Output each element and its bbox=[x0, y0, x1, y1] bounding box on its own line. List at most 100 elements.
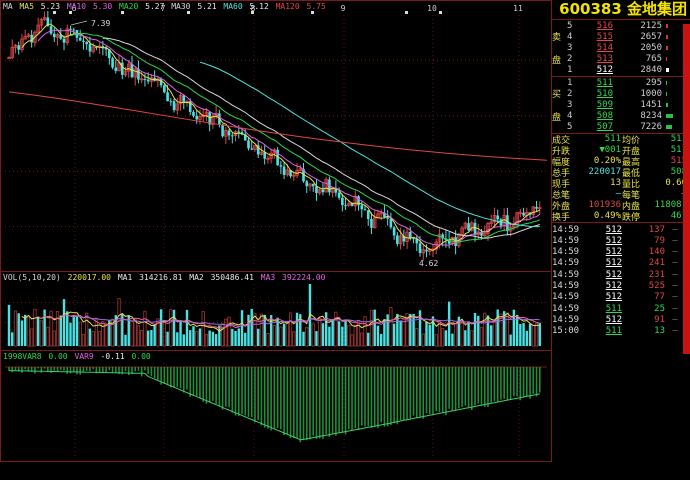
order-book-side-label: 盘 bbox=[552, 112, 562, 123]
stat-value: ▼001 bbox=[599, 145, 621, 156]
ma120-name: MA120 bbox=[275, 2, 300, 11]
ticker-volume: 13 bbox=[654, 326, 665, 337]
volume-chart-panel[interactable]: VOL(5,10,20) 220017.00 MA1 314216.81 MA2… bbox=[0, 271, 552, 351]
ticker-row-4[interactable]: 14:59 512 231 — bbox=[552, 269, 690, 280]
order-book-row-buy-3[interactable]: 3 509 1451 bbox=[552, 99, 690, 110]
stat-key-2: 最低 bbox=[622, 168, 641, 179]
order-book-row-buy-2[interactable]: 买 2 510 1000 bbox=[552, 88, 690, 100]
stat-key: 成交 bbox=[552, 135, 571, 146]
order-book-level: 5 bbox=[567, 20, 573, 31]
stat-key-2: 内盘 bbox=[622, 201, 641, 212]
macd-chart-panel[interactable]: 1998VAR8 0.00 VAR9 -0.11 0.00 bbox=[0, 350, 552, 462]
order-book-qty: 8234 bbox=[640, 111, 662, 122]
stat-value-2: 511 bbox=[670, 134, 687, 145]
stat-row-4: 现手 13 量比 0.66 bbox=[552, 178, 690, 190]
ticker-direction-icon: — bbox=[672, 235, 678, 246]
ticker-time: 14:59 bbox=[552, 281, 580, 291]
order-book-depth-bar bbox=[666, 102, 690, 107]
ticker-volume: 231 bbox=[648, 269, 665, 280]
time-and-sales-list[interactable]: 14:59 512 137—14:59 512 79—14:59 512 140—14:59… bbox=[552, 223, 690, 337]
stat-value-2: 0.66 bbox=[665, 178, 687, 189]
ticker-row-9[interactable]: 15:00 511 13 — bbox=[552, 326, 690, 337]
order-book-depth-bar bbox=[666, 45, 690, 50]
scrollbar-thumb[interactable] bbox=[683, 24, 690, 354]
ticker-row-6[interactable]: 14:59 512 77 — bbox=[552, 292, 690, 303]
ticker-time: 14:59 bbox=[552, 235, 580, 246]
order-book-price: 509 bbox=[596, 99, 613, 110]
stat-key: 总笔 bbox=[552, 190, 571, 201]
order-book-level: 4 bbox=[567, 111, 573, 122]
order-book-row-buy-4[interactable]: 盘 4 508 8234 bbox=[552, 111, 690, 123]
order-book-qty: 2657 bbox=[640, 31, 662, 42]
order-book-row-sell-2[interactable]: 盘 2 513 765 bbox=[552, 54, 690, 66]
order-book-qty: 295 bbox=[645, 77, 662, 88]
order-book-row-sell-3[interactable]: 3 514 2050 bbox=[552, 42, 690, 53]
stat-row-2: 幅度 0.20% 最高 515 bbox=[552, 156, 690, 168]
order-book-buy[interactable]: 1 511 295 买 2 510 1000 3 509 1451 盘 4 508 8234 5 507 722… bbox=[552, 77, 690, 134]
order-book-depth-bar bbox=[666, 34, 690, 39]
order-book-sell[interactable]: 5 516 2125 卖 4 515 2657 3 514 2050 盘 2 513 765 1 512 284… bbox=[552, 20, 690, 77]
volume-bars-svg bbox=[5, 284, 547, 347]
order-book-level: 3 bbox=[567, 99, 573, 110]
price-chart-panel[interactable]: MA MA5 5.23 MA10 5.30 MA20 5.27 MA30 5.2… bbox=[0, 0, 552, 272]
stat-key: 外盘 bbox=[552, 201, 571, 212]
stat-key-2: 最高 bbox=[622, 157, 641, 168]
stat-value: 511 bbox=[604, 134, 621, 145]
order-book-row-sell-1[interactable]: 1 512 2840 bbox=[552, 65, 690, 76]
order-book-qty: 2125 bbox=[640, 20, 662, 31]
order-book-row-sell-4[interactable]: 卖 4 515 2657 bbox=[552, 31, 690, 43]
ticker-row-3[interactable]: 14:59 512 241 — bbox=[552, 258, 690, 269]
ticker-row-0[interactable]: 14:59 512 137 — bbox=[552, 224, 690, 235]
ticker-time: 14:59 bbox=[552, 247, 580, 258]
ticker-time: 14:59 bbox=[552, 292, 580, 303]
ticker-row-2[interactable]: 14:59 512 140 — bbox=[552, 246, 690, 257]
ma-label: MA bbox=[3, 2, 13, 11]
order-book-row-sell-5[interactable]: 5 516 2125 bbox=[552, 20, 690, 31]
ticker-direction-icon: — bbox=[672, 247, 678, 258]
stat-value-2: 461 bbox=[670, 211, 687, 222]
ticker-price: 512 bbox=[605, 269, 622, 280]
order-book-row-buy-5[interactable]: 5 507 7226 bbox=[552, 122, 690, 133]
ma5-value: 5.23 bbox=[40, 2, 61, 11]
ma-indicator-header: MA MA5 5.23 MA10 5.30 MA20 5.27 MA30 5.2… bbox=[3, 2, 328, 11]
order-book-level: 2 bbox=[567, 54, 573, 65]
x-tick-5: 11 bbox=[513, 4, 523, 13]
stat-key: 总手 bbox=[552, 168, 571, 179]
order-book-qty: 1000 bbox=[640, 88, 662, 99]
ticker-volume: 91 bbox=[654, 314, 665, 325]
x-tick-4: 10 bbox=[427, 4, 437, 13]
macd-var9-label: VAR9 bbox=[74, 352, 94, 361]
order-book-row-buy-1[interactable]: 1 511 295 bbox=[552, 77, 690, 88]
ticker-price: 512 bbox=[605, 281, 622, 291]
ticker-price: 512 bbox=[605, 224, 622, 235]
ticker-direction-icon: — bbox=[672, 281, 678, 291]
ticker-row-5[interactable]: 14:59 512 525 — bbox=[552, 280, 690, 291]
order-book-price: 508 bbox=[596, 111, 613, 122]
ticker-direction-icon: — bbox=[672, 258, 678, 269]
ticker-row-8[interactable]: 14:59 512 91 — bbox=[552, 314, 690, 325]
ticker-time: 14:59 bbox=[552, 314, 580, 325]
vertical-scrollbar[interactable] bbox=[683, 20, 690, 480]
stat-value: 101936 bbox=[588, 200, 621, 211]
order-book-qty: 2050 bbox=[640, 42, 662, 53]
order-book-depth-bar bbox=[666, 23, 690, 28]
order-book-depth-bar bbox=[666, 125, 690, 130]
stat-row-6: 外盘 101936 内盘 118081 bbox=[552, 200, 690, 212]
price-candlestick-svg bbox=[5, 11, 548, 267]
ticker-row-7[interactable]: 14:59 511 25 — bbox=[552, 303, 690, 314]
order-book-price: 511 bbox=[596, 77, 613, 88]
order-book-level: 1 bbox=[567, 65, 573, 76]
vol-ma2-value: 350486.41 bbox=[210, 273, 254, 282]
quote-statistics: 成交 511 均价 511 升跌 ▼001 开盘 511 幅度 0.20% 最高 515 总手 22001… bbox=[552, 134, 690, 223]
stat-value-2: 511 bbox=[670, 145, 687, 156]
ticker-direction-icon: — bbox=[672, 269, 678, 280]
ticker-price: 512 bbox=[605, 292, 622, 303]
order-book-level: 5 bbox=[567, 122, 573, 133]
ma60-value: 5.12 bbox=[249, 2, 269, 11]
ticker-direction-icon: — bbox=[672, 224, 678, 235]
vol-ma3-value: 392224.00 bbox=[282, 273, 326, 282]
ticker-row-1[interactable]: 14:59 512 79 — bbox=[552, 235, 690, 246]
order-book-price: 516 bbox=[596, 20, 613, 31]
macd-histogram-svg bbox=[5, 363, 547, 457]
